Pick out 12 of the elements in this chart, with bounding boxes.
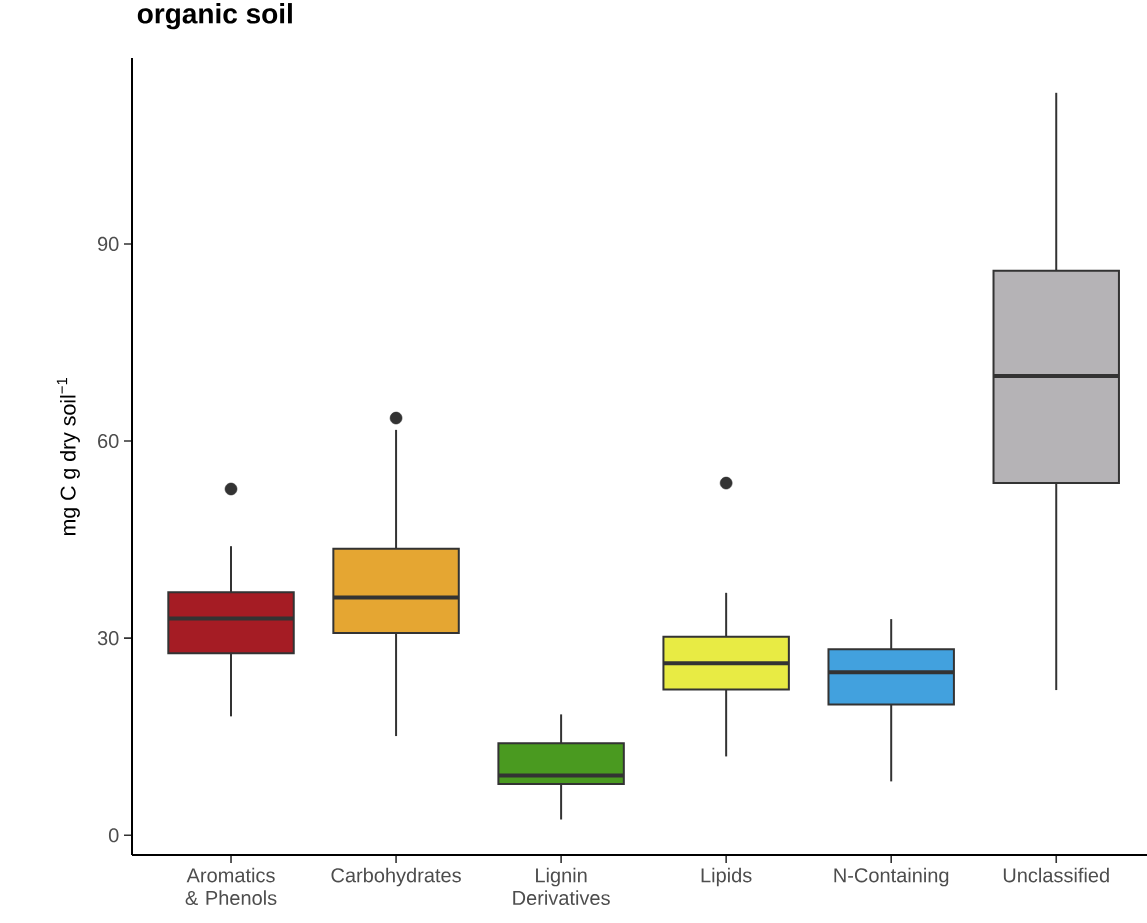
y-tick-label: 60 bbox=[98, 433, 119, 449]
x-tick-label: Carbohydrates bbox=[331, 867, 461, 887]
x-tick-label: N-Containing bbox=[834, 867, 949, 887]
chart-title: organic soil bbox=[137, 3, 292, 30]
x-tick-label: Lipids bbox=[701, 867, 752, 887]
y-tick-label: 90 bbox=[97, 236, 119, 251]
x-tick-label: Aromatics & Phenols bbox=[185, 867, 277, 906]
x-tick-label: Unclassified bbox=[1003, 867, 1109, 883]
y-axis-title: mg C g dry soil$^{−1}$ bbox=[56, 377, 80, 536]
y-tick-label: 30 bbox=[97, 631, 119, 646]
x-tick-label: Lignin Derivatives bbox=[513, 867, 610, 906]
y-tick-label: 0 bbox=[108, 828, 119, 843]
